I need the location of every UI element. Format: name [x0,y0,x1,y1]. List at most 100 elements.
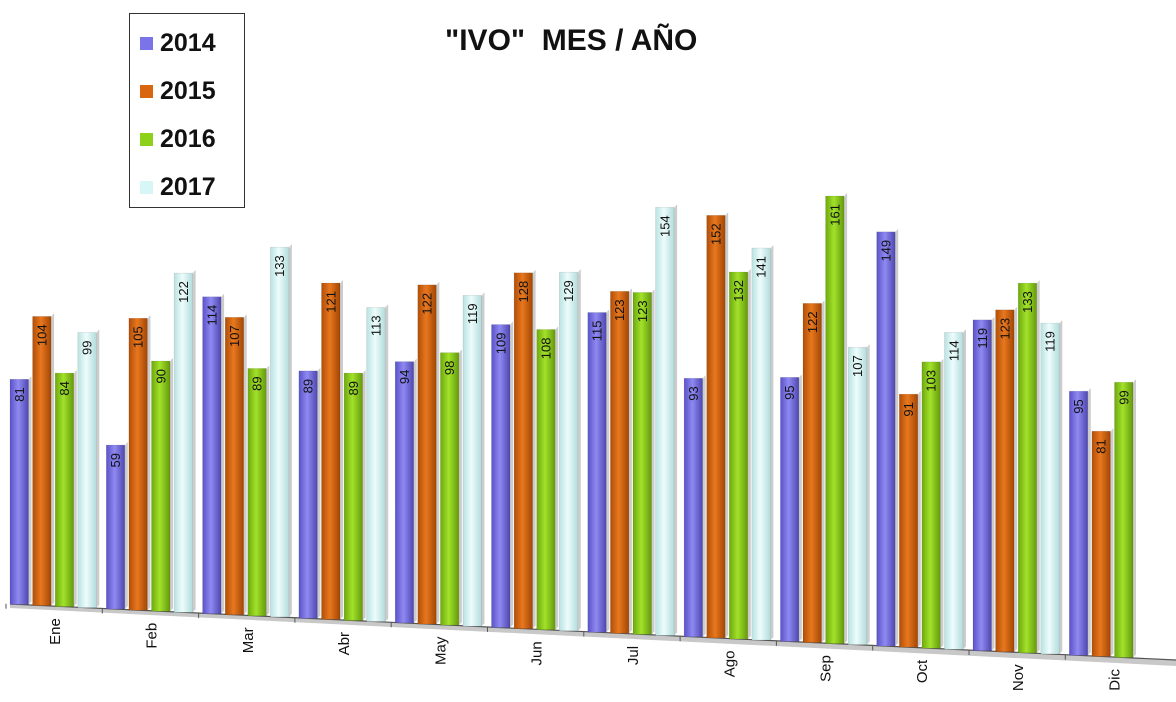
bar-abr-2014 [298,370,318,619]
bar-ago-2017 [751,247,771,641]
bar-jun-2014 [491,324,511,628]
bar-feb-2016 [151,360,171,612]
bar-may-2017 [462,295,482,627]
data-label: 89 [346,381,361,395]
data-label: 109 [493,333,508,355]
data-label: 121 [323,291,338,313]
bar-side [288,244,292,617]
bar-side [266,365,270,616]
chart-title: "IVO" MES / AÑO [445,24,698,57]
x-tick-label: Jul [625,646,642,665]
data-label: 123 [612,299,627,321]
bar-jul-2014 [587,312,607,633]
legend-swatch [140,84,153,98]
bar-side [917,391,921,648]
bar-may-2015 [417,284,437,625]
legend-item-2014: 2014 [140,19,244,67]
bar-side [1036,280,1040,653]
bar-side [606,309,610,633]
legend-label: 2017 [160,172,216,201]
bar-side [651,289,655,635]
bar-side [170,358,173,612]
bar-mar-2016 [247,368,267,617]
legend-label: 2014 [160,28,216,57]
bar-side [577,269,581,631]
data-label: 81 [1094,439,1109,453]
bar-jul-2015 [610,291,630,634]
bar-side [73,370,77,607]
bar-side [436,281,440,625]
legend-label: 2015 [160,76,216,105]
bar-side [243,314,247,615]
bar-oct-2017 [944,332,964,650]
bar-side [844,193,848,644]
bar-side [674,204,678,636]
data-label: 128 [516,281,531,303]
bar-oct-2016 [921,361,941,649]
bar-side [1133,379,1136,658]
bar-side [866,344,870,645]
bar-sep-2014 [780,377,800,642]
bar-feb-2015 [128,317,148,611]
legend-swatch [140,36,153,50]
bar-dic-2015 [1091,430,1111,657]
bar-mar-2014 [202,296,222,614]
data-label: 107 [227,325,242,347]
bar-mar-2017 [270,246,290,618]
bar-oct-2015 [898,393,919,648]
bar-side [28,376,32,605]
bar-side [702,375,706,637]
bar-side [1059,320,1063,654]
bar-side [1014,306,1018,652]
bar-nov-2014 [972,319,992,651]
data-label: 84 [57,381,72,395]
bar-side [821,300,825,643]
bar-ago-2015 [706,215,726,639]
data-label: 133 [1020,291,1035,313]
bar-mar-2015 [224,317,244,616]
data-label: 149 [878,240,893,262]
data-label: 99 [1116,390,1131,404]
bar-jun-2017 [558,271,579,632]
bar-side [221,293,225,614]
bar-side [895,228,899,647]
x-tick-label: Mar [240,627,257,653]
bar-side [1087,388,1091,656]
bar-ene-2014 [9,378,29,605]
bar-side [124,442,128,610]
bar-side [747,269,751,639]
bar-nov-2016 [1017,282,1038,654]
data-label: 95 [1071,399,1086,413]
bar-jul-2016 [632,292,652,635]
data-label: 104 [34,324,49,346]
bar-ene-2016 [54,372,75,607]
bar-side [340,280,343,620]
legend-item-2015: 2015 [140,67,244,115]
bar-oct-2014 [876,231,896,647]
data-label: 129 [561,280,576,302]
bar-side [628,288,632,634]
bar-side [192,270,196,613]
data-label: 99 [80,340,95,354]
data-label: 114 [204,305,219,326]
bar-side [725,212,729,638]
data-label: 115 [590,320,605,341]
data-label: 90 [153,369,168,383]
data-label: 122 [176,281,191,303]
data-label: 103 [924,370,939,392]
legend: 2014 2015 2016 2017 [129,13,245,208]
x-tick-label: Feb [144,623,161,649]
data-label: 132 [731,280,746,302]
bar-side [1110,428,1114,657]
x-tick-label: Dic [1107,669,1124,691]
data-label: 107 [850,355,865,377]
bar-side [940,358,944,649]
data-label: 105 [131,326,146,348]
x-tick-label: Oct [914,659,931,683]
bar-side [963,329,966,650]
bar-side [770,245,774,641]
bar-feb-2017 [173,272,193,613]
bar-side [51,313,55,606]
